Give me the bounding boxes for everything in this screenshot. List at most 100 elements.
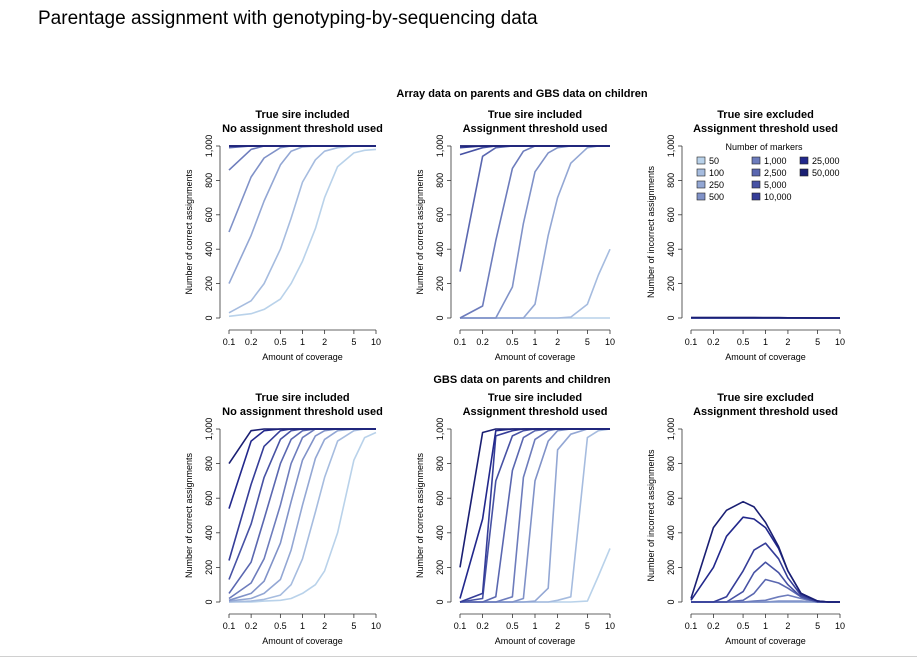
legend-swatch — [696, 168, 706, 177]
y-tick-label: 400 — [666, 525, 676, 540]
x-tick-label: 0.5 — [506, 337, 519, 347]
panel-title: True sire included — [255, 109, 349, 121]
panel-subtitle: Assignment threshold used — [693, 123, 838, 135]
x-tick-label: 10 — [835, 621, 845, 631]
legend-swatch — [696, 192, 706, 201]
x-axis-label: Amount of coverage — [725, 636, 806, 646]
y-tick-label: 600 — [435, 207, 445, 222]
series-line-25000 — [459, 428, 610, 599]
x-tick-label: 10 — [371, 621, 381, 631]
panel-subtitle: No assignment threshold used — [222, 406, 383, 418]
x-tick-label: 0.2 — [476, 621, 489, 631]
y-tick-label: 1,000 — [204, 418, 214, 441]
y-tick-label: 200 — [204, 276, 214, 291]
y-tick-label: 800 — [435, 456, 445, 471]
series-line-500 — [228, 145, 376, 233]
y-axis-label: Number of correct assignments — [184, 452, 194, 578]
x-tick-label: 1 — [763, 337, 768, 347]
legend-swatch — [696, 156, 706, 165]
legend-swatch — [799, 168, 809, 177]
x-tick-label: 10 — [835, 337, 845, 347]
series-line-10000 — [228, 428, 376, 561]
series-line-50 — [229, 431, 377, 603]
x-tick-label: 5 — [585, 337, 590, 347]
y-tick-label: 400 — [435, 525, 445, 540]
x-tick-label: 0.2 — [476, 337, 489, 347]
series-line-10000 — [691, 542, 840, 603]
x-tick-label: 10 — [371, 337, 381, 347]
x-tick-label: 5 — [351, 621, 356, 631]
y-axis-label: Number of correct assignments — [184, 169, 194, 295]
x-tick-label: 1 — [763, 621, 768, 631]
y-axis-label: Number of correct assignments — [415, 452, 425, 578]
panel-subtitle: Assignment threshold used — [463, 406, 608, 418]
y-tick-label: 400 — [204, 525, 214, 540]
x-tick-label: 0.5 — [737, 621, 750, 631]
legend-swatch — [799, 156, 809, 165]
section-title-array: Array data on parents and GBS data on ch… — [396, 88, 647, 100]
x-tick-label: 0.1 — [223, 621, 236, 631]
series-line-100 — [228, 145, 376, 314]
y-tick-label: 1,000 — [435, 135, 445, 158]
y-tick-label: 0 — [204, 599, 214, 604]
y-tick-label: 400 — [435, 242, 445, 257]
legend-label: 50 — [709, 156, 719, 166]
legend-label: 250 — [709, 180, 724, 190]
panel-title: True sire included — [488, 392, 582, 404]
series-line-250 — [228, 428, 376, 602]
y-tick-label: 600 — [435, 491, 445, 506]
panel-b3: True sire excluded Assignment threshold u… — [646, 392, 845, 646]
legend-label: 500 — [709, 192, 724, 202]
x-tick-label: 0.2 — [707, 337, 720, 347]
y-tick-label: 0 — [666, 315, 676, 320]
panel-title: True sire included — [488, 109, 582, 121]
legend-label: 10,000 — [764, 192, 792, 202]
panel-b1: True sire included No assignment threshol… — [184, 392, 383, 646]
x-tick-label: 0.1 — [685, 621, 698, 631]
slide-title: Parentage assignment with genotyping-by-… — [38, 8, 538, 29]
series-line-500 — [460, 145, 610, 319]
series-line-50000 — [691, 316, 840, 319]
section-title-gbs: GBS data on parents and children — [433, 374, 611, 386]
legend-label: 5,000 — [764, 180, 787, 190]
series-line-50000 — [459, 428, 610, 568]
series-line-25000 — [228, 428, 376, 509]
panel-subtitle: Assignment threshold used — [463, 123, 608, 135]
series-line-1000 — [228, 145, 376, 171]
y-axis-label: Number of correct assignments — [415, 169, 425, 295]
y-tick-label: 800 — [435, 173, 445, 188]
panel-title: True sire included — [255, 392, 349, 404]
x-tick-label: 10 — [605, 337, 615, 347]
y-tick-label: 400 — [666, 242, 676, 257]
legend-label: 2,500 — [764, 168, 787, 178]
panel-a2: True sire included Assignment threshold u… — [415, 109, 615, 362]
y-tick-label: 800 — [204, 456, 214, 471]
x-tick-label: 0.2 — [245, 621, 258, 631]
y-tick-label: 600 — [204, 207, 214, 222]
series-line-1000 — [228, 428, 376, 600]
legend-swatch — [696, 180, 706, 189]
x-tick-label: 1 — [532, 621, 537, 631]
x-tick-label: 2 — [555, 621, 560, 631]
x-tick-label: 0.1 — [223, 337, 236, 347]
bottom-divider — [0, 656, 917, 657]
panel-a3: True sire excluded Assignment threshold u… — [646, 109, 845, 362]
y-tick-label: 1,000 — [204, 135, 214, 158]
x-tick-label: 0.1 — [454, 337, 467, 347]
series-line-500 — [228, 428, 376, 602]
x-tick-label: 0.2 — [245, 337, 258, 347]
y-tick-label: 800 — [666, 456, 676, 471]
x-tick-label: 5 — [351, 337, 356, 347]
series-line-2500 — [459, 145, 610, 272]
panel-title: True sire excluded — [717, 392, 814, 404]
x-tick-label: 1 — [300, 621, 305, 631]
x-axis-label: Amount of coverage — [262, 636, 343, 646]
legend-title: Number of markers — [725, 142, 803, 152]
legend: Number of markers 50 100 250 500 1,000 2,500 5,… — [696, 142, 840, 202]
x-tick-label: 2 — [785, 337, 790, 347]
y-axis-label: Number of incorrect assignments — [646, 449, 656, 582]
x-tick-label: 10 — [605, 621, 615, 631]
y-tick-label: 0 — [666, 599, 676, 604]
x-tick-label: 0.5 — [274, 621, 287, 631]
